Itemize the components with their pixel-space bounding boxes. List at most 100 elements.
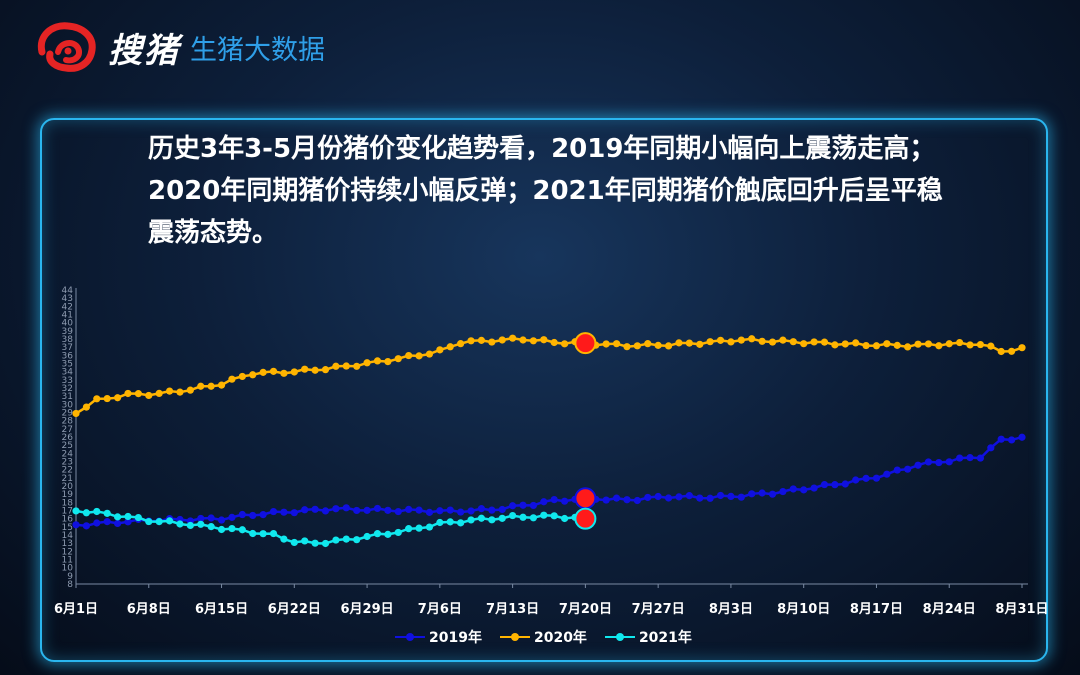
x-tick-label: 6月15日 [195,602,248,617]
data-point-2021年 [373,530,382,538]
y-tick-label: 34 [62,368,74,378]
data-point-2019年 [415,506,423,514]
data-point-2020年 [800,340,808,348]
data-point-2020年 [301,365,309,373]
y-tick-label: 10 [62,564,74,574]
y-tick-label: 32 [62,384,73,394]
x-tick-label: 8月3日 [709,602,753,617]
data-point-2019年 [748,490,756,498]
data-point-2019年 [363,506,371,514]
data-point-2020年 [550,338,558,347]
data-point-2019年 [353,506,361,515]
data-point-2019年 [696,494,704,502]
x-tick-label: 6月22日 [268,602,321,617]
y-tick-label: 35 [62,360,73,370]
data-point-2019年 [727,492,735,501]
x-tick-label: 6月8日 [127,602,171,617]
data-point-2021年 [134,513,142,522]
data-point-2021年 [467,516,475,524]
data-point-2020年 [217,381,226,389]
legend-item-2021[interactable]: 2021年 [604,627,692,647]
data-point-2020年 [113,394,122,402]
data-point-2020年 [72,409,80,418]
data-point-2020年 [311,366,319,374]
data-point-2020年 [654,341,662,349]
data-point-2020年 [446,343,454,351]
data-point-2019年 [332,505,340,513]
data-point-2019年 [72,521,80,529]
data-point-2021年 [477,514,486,522]
logo: 搜猪 生猪大数据 [34,18,325,76]
y-tick-label: 18 [62,498,74,508]
data-point-2020年 [498,336,506,344]
data-point-2019年 [810,484,818,492]
data-point-2020年 [758,337,766,345]
data-point-2019年 [716,491,725,500]
data-point-2021年 [301,537,309,545]
data-point-2019年 [425,508,434,516]
data-point-2021年 [145,517,153,526]
data-point-2019年 [602,496,610,504]
data-point-2019年 [467,507,475,515]
data-point-2020年 [529,337,538,345]
data-point-2020年 [373,357,382,365]
x-tick-label: 6月1日 [54,602,98,617]
data-point-2020年 [644,340,652,348]
x-tick-label: 6月29日 [341,602,394,617]
data-point-2020年 [353,362,361,370]
data-point-2020年 [748,335,756,343]
y-tick-label: 11 [62,556,73,566]
data-point-2019年 [124,518,132,526]
highlight-marker-2021年 [574,507,597,530]
data-point-2020年 [976,340,985,349]
data-point-2019年 [488,506,496,514]
data-point-2021年 [509,511,517,520]
x-tick-label: 8月24日 [923,602,976,617]
data-point-2019年 [862,474,870,482]
data-point-2021年 [560,514,569,523]
data-point-2019年 [560,497,569,505]
data-point-2020年 [488,338,496,346]
data-point-2019年 [269,507,278,516]
data-point-2020年 [415,352,423,360]
data-point-2020年 [560,340,569,348]
data-point-2020年 [477,336,486,344]
data-point-2021年 [394,528,402,537]
data-point-2019年 [758,489,766,497]
y-tick-label: 40 [62,319,74,329]
series-line-2020年 [75,336,1023,415]
data-point-2019年 [113,519,122,528]
data-point-2020年 [425,350,434,358]
data-point-2020年 [716,336,725,344]
data-point-2019年 [997,435,1005,443]
y-tick-label: 44 [62,286,74,296]
data-point-2020年 [342,362,350,370]
data-point-2019年 [259,511,267,519]
data-point-2020年 [332,362,340,370]
data-point-2019年 [82,522,90,530]
legend-item-2019[interactable]: 2019年 [395,627,482,647]
y-tick-label: 38 [62,335,74,345]
data-point-2020年 [602,340,610,348]
data-point-2019年 [457,508,465,516]
data-point-2020年 [363,359,371,367]
data-point-2021年 [197,520,205,528]
data-point-2021年 [436,518,444,527]
data-point-2020年 [509,334,517,342]
data-point-2020年 [103,394,111,403]
legend-swatch-2020 [499,631,530,643]
data-point-2020年 [935,342,943,350]
data-point-2019年 [768,490,777,498]
data-point-2020年 [956,338,964,347]
data-point-2020年 [259,368,267,376]
data-point-2021年 [249,529,257,538]
data-point-2019年 [207,514,215,522]
data-point-2019年 [529,501,538,510]
legend-item-2020[interactable]: 2020年 [499,627,587,647]
data-point-2021年 [363,532,371,541]
data-point-2019年 [519,501,527,509]
legend-swatch-2019 [395,631,425,643]
data-point-2021年 [332,536,340,544]
data-point-2021年 [103,509,111,517]
data-point-2019年 [779,487,787,496]
